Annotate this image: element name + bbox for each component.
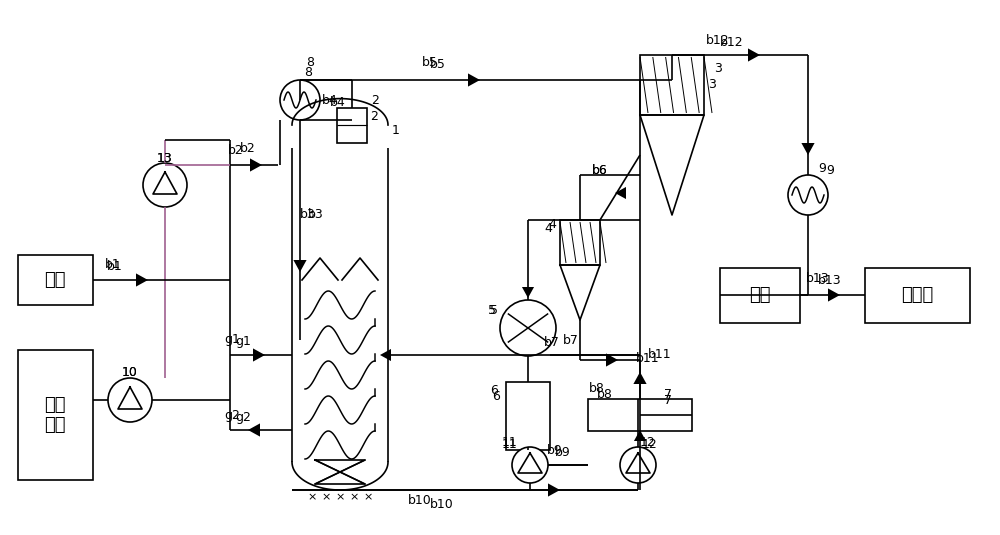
- Bar: [640, 55, 704, 115]
- Text: b9: b9: [555, 446, 571, 458]
- Polygon shape: [748, 48, 760, 62]
- Text: 4: 4: [544, 221, 552, 234]
- Bar: [506, 382, 550, 450]
- Polygon shape: [615, 187, 626, 199]
- Text: b6: b6: [592, 164, 608, 177]
- Text: b4: b4: [330, 96, 346, 110]
- Text: b5: b5: [430, 58, 446, 72]
- Text: 净化: 净化: [749, 286, 771, 304]
- Bar: [588, 399, 692, 431]
- Circle shape: [108, 378, 152, 422]
- Polygon shape: [250, 158, 262, 172]
- Text: 7: 7: [664, 394, 672, 407]
- Text: 8: 8: [304, 66, 312, 80]
- Circle shape: [500, 300, 556, 356]
- Text: b8: b8: [589, 381, 605, 394]
- Text: 13: 13: [157, 151, 173, 164]
- Text: b13: b13: [806, 271, 830, 285]
- Text: 13: 13: [157, 151, 173, 164]
- Text: b6: b6: [592, 164, 608, 177]
- Polygon shape: [801, 143, 815, 155]
- Bar: [560, 220, 600, 265]
- Text: ×: ×: [363, 492, 373, 502]
- Text: 6: 6: [490, 384, 498, 396]
- Polygon shape: [293, 260, 307, 272]
- Polygon shape: [248, 423, 260, 437]
- Text: 8: 8: [306, 57, 314, 70]
- Text: 2: 2: [370, 110, 378, 123]
- Circle shape: [143, 163, 187, 207]
- Text: b3: b3: [300, 209, 316, 221]
- Text: 5: 5: [488, 303, 496, 317]
- Text: 12: 12: [642, 439, 658, 452]
- Text: 7: 7: [664, 388, 672, 401]
- Bar: [720, 268, 800, 323]
- Bar: [18, 255, 93, 305]
- Text: b4: b4: [322, 94, 338, 106]
- Text: b12: b12: [706, 34, 730, 47]
- Text: 12: 12: [640, 437, 656, 449]
- Text: ×: ×: [349, 492, 359, 502]
- Circle shape: [620, 447, 656, 483]
- Text: b2: b2: [228, 143, 244, 157]
- Text: 1: 1: [392, 124, 400, 136]
- Bar: [865, 268, 970, 323]
- Polygon shape: [633, 372, 647, 384]
- Text: b10: b10: [408, 493, 432, 507]
- Text: 6: 6: [492, 391, 500, 403]
- Polygon shape: [548, 484, 560, 496]
- Text: 补碳: 补碳: [44, 271, 66, 289]
- Polygon shape: [606, 354, 618, 366]
- Text: g1: g1: [235, 335, 251, 348]
- Polygon shape: [634, 430, 646, 441]
- Text: 产品气: 产品气: [901, 286, 933, 304]
- Text: b2: b2: [240, 141, 256, 155]
- Bar: [18, 350, 93, 480]
- Text: 3: 3: [714, 62, 722, 74]
- Circle shape: [512, 447, 548, 483]
- Polygon shape: [522, 287, 534, 298]
- Text: 3: 3: [708, 79, 716, 91]
- Text: g1: g1: [224, 333, 240, 347]
- Text: b11: b11: [648, 348, 672, 362]
- Polygon shape: [828, 288, 840, 302]
- Text: b1: b1: [107, 261, 123, 273]
- Text: 9: 9: [818, 162, 826, 174]
- Text: 5: 5: [490, 303, 498, 317]
- Bar: [337, 108, 367, 143]
- Text: b1: b1: [105, 258, 121, 271]
- Polygon shape: [136, 273, 148, 287]
- Text: b3: b3: [308, 209, 324, 221]
- Polygon shape: [468, 73, 480, 87]
- Text: g2: g2: [235, 411, 251, 424]
- Polygon shape: [253, 348, 265, 362]
- Text: b7: b7: [563, 333, 579, 347]
- Circle shape: [788, 175, 828, 215]
- Text: b9: b9: [547, 444, 563, 456]
- Text: 10: 10: [122, 366, 138, 379]
- Text: b11: b11: [636, 351, 660, 364]
- Text: 9: 9: [826, 164, 834, 177]
- Text: b8: b8: [597, 388, 613, 401]
- Text: 2: 2: [371, 94, 379, 106]
- Polygon shape: [380, 349, 391, 361]
- Text: 11: 11: [502, 435, 518, 448]
- Text: b5: b5: [422, 57, 438, 70]
- Text: 10: 10: [122, 365, 138, 378]
- Text: b7: b7: [544, 335, 560, 348]
- Text: b10: b10: [430, 499, 454, 511]
- Text: b12: b12: [720, 35, 744, 49]
- Text: 焦炉
煤气: 焦炉 煤气: [44, 395, 66, 434]
- Text: ×: ×: [335, 492, 345, 502]
- Circle shape: [280, 80, 320, 120]
- Text: b13: b13: [818, 273, 842, 287]
- Text: ×: ×: [307, 492, 317, 502]
- Text: 11: 11: [502, 439, 518, 452]
- Text: 4: 4: [548, 218, 556, 232]
- Text: g2: g2: [224, 409, 240, 422]
- Text: ×: ×: [321, 492, 331, 502]
